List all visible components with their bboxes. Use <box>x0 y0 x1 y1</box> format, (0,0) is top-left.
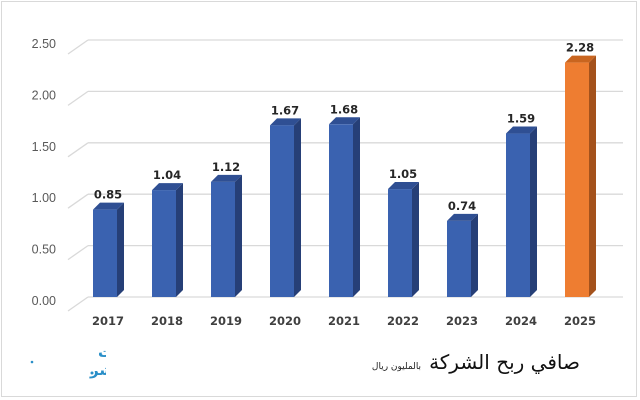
value-label: 0.74 <box>448 199 476 213</box>
gridline-stub <box>67 193 89 209</box>
bar-2018 <box>152 183 183 297</box>
gridline-stub <box>67 296 89 312</box>
x-tick-label: 2020 <box>269 314 301 328</box>
x-tick-label: 2018 <box>151 314 183 328</box>
x-tick-label: 2021 <box>328 314 360 328</box>
x-tick-label: 2022 <box>387 314 419 328</box>
value-label: 1.05 <box>389 167 417 181</box>
bar-2017 <box>93 202 124 297</box>
x-tick-label: 2025 <box>564 314 596 328</box>
chart-title: صافي ربح الشركة <box>429 350 580 374</box>
bar-2022 <box>388 182 419 297</box>
y-tick-label: 0.00 <box>32 294 56 308</box>
x-tick-label: 2023 <box>446 314 478 328</box>
x-tick-label: 2019 <box>210 314 242 328</box>
value-label: 1.67 <box>271 103 299 117</box>
value-label: 1.04 <box>153 168 181 182</box>
svg-text:مباشر: مباشر <box>89 361 106 379</box>
bar-2023 <box>447 213 478 297</box>
y-tick-label: 2.00 <box>32 88 56 102</box>
value-label: 1.68 <box>330 102 358 116</box>
y-tick-label: 1.00 <box>32 191 56 205</box>
gridline-stub <box>67 90 89 106</box>
chart-subtitle: بالمليون ريال <box>371 362 422 372</box>
mubasher-logo: معلومات مباشر <box>26 340 161 380</box>
bar-2021 <box>329 117 360 298</box>
bar-2024 <box>506 126 537 297</box>
bar-2025 <box>565 55 596 298</box>
svg-text:معلومات: معلومات <box>98 343 106 361</box>
x-tick-label: 2017 <box>92 314 124 328</box>
gridline-stub <box>67 39 89 55</box>
y-tick-label: 1.50 <box>32 140 56 154</box>
value-label: 0.85 <box>94 188 122 202</box>
gridline-stub <box>67 245 89 261</box>
value-label: 1.12 <box>212 160 240 174</box>
x-tick-label: 2024 <box>505 314 537 328</box>
gridline-stub <box>67 142 89 158</box>
logo-icon: معلومات مباشر <box>30 343 161 379</box>
y-tick-label: 0.50 <box>32 243 56 257</box>
value-label: 2.28 <box>566 41 594 55</box>
bar-2020 <box>270 118 301 297</box>
y-tick-label: 2.50 <box>32 37 56 51</box>
chart-title-block: صافي ربح الشركة بالمليون ريال <box>372 350 580 374</box>
bar-2019 <box>211 174 242 297</box>
value-label: 1.59 <box>507 112 535 126</box>
